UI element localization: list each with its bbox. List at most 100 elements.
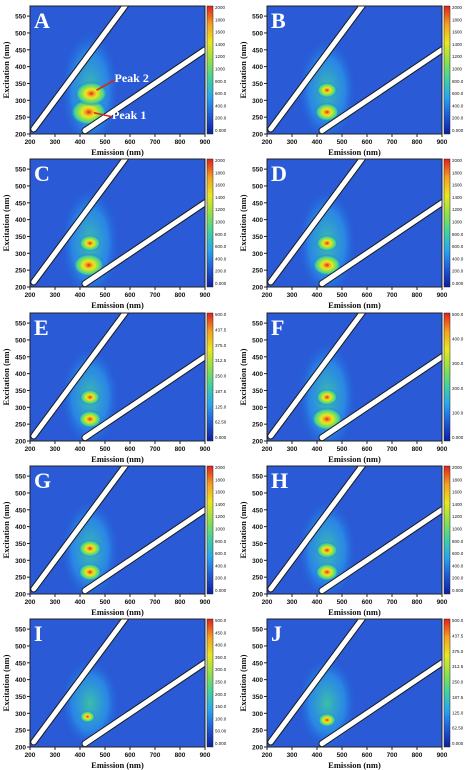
y-tick-label: 450 bbox=[15, 660, 26, 667]
colorbar-label: 1200 bbox=[215, 514, 226, 519]
x-axis-title: Emission (nm) bbox=[328, 760, 381, 770]
x-tick-label: 200 bbox=[262, 139, 273, 146]
annotation-arrow bbox=[93, 112, 113, 118]
y-tick-label: 500 bbox=[252, 183, 263, 190]
colorbar bbox=[443, 5, 451, 135]
x-tick-label: 200 bbox=[25, 446, 36, 453]
panel-letter: G bbox=[34, 468, 51, 493]
colorbar-label: 1200 bbox=[215, 207, 226, 212]
panel-letter: A bbox=[34, 8, 50, 33]
x-tick-label: 700 bbox=[387, 599, 398, 606]
scatter-band-second bbox=[82, 507, 205, 594]
plot-frame bbox=[29, 465, 206, 595]
y-tick-label: 200 bbox=[252, 285, 263, 292]
x-tick-label: 800 bbox=[412, 446, 423, 453]
colorbar-label: 200.0 bbox=[452, 386, 464, 391]
colorbar-label: 1000 bbox=[215, 527, 226, 532]
colorbar-label: 800.0 bbox=[215, 232, 227, 237]
colorbar-label: 400.0 bbox=[452, 256, 464, 261]
y-tick-label: 300 bbox=[15, 405, 26, 412]
x-axis-title: Emission (nm) bbox=[91, 147, 144, 157]
colorbar-label: 200.0 bbox=[215, 116, 227, 121]
x-tick-label: 500 bbox=[100, 139, 111, 146]
x-tick-label: 800 bbox=[412, 139, 423, 146]
colorbar bbox=[206, 618, 214, 748]
x-tick-label: 800 bbox=[175, 599, 186, 606]
y-tick-label: 350 bbox=[15, 694, 26, 701]
x-tick-label: 500 bbox=[337, 599, 348, 606]
y-tick-label: 200 bbox=[15, 285, 26, 292]
colorbar-label: 187.5 bbox=[215, 389, 227, 394]
x-tick-label: 500 bbox=[337, 292, 348, 299]
y-axis-title: Excitation (nm) bbox=[1, 654, 11, 711]
colorbar-label: 400.0 bbox=[215, 563, 227, 568]
x-tick-label: 600 bbox=[125, 752, 136, 759]
x-tick-label: 600 bbox=[362, 599, 373, 606]
colorbar-label: 1800 bbox=[215, 477, 226, 482]
colorbar bbox=[206, 465, 214, 595]
y-tick-label: 400 bbox=[15, 677, 26, 684]
x-tick-label: 400 bbox=[75, 599, 86, 606]
y-tick-label: 250 bbox=[15, 115, 26, 122]
x-tick-label: 500 bbox=[337, 752, 348, 759]
x-axis-title: Emission (nm) bbox=[328, 607, 381, 617]
y-tick-label: 300 bbox=[15, 711, 26, 718]
plot-frame bbox=[29, 158, 206, 288]
scatter-band-first bbox=[31, 313, 129, 439]
colorbar-label: 800.0 bbox=[215, 539, 227, 544]
y-tick-label: 550 bbox=[15, 627, 26, 634]
colorbar-label: 600.0 bbox=[215, 244, 227, 249]
x-tick-label: 200 bbox=[262, 599, 273, 606]
peak-1 bbox=[79, 710, 96, 723]
y-tick-label: 500 bbox=[15, 337, 26, 344]
colorbar-label: 2000 bbox=[452, 158, 463, 163]
panel-letter: C bbox=[34, 161, 50, 186]
y-tick-label: 350 bbox=[15, 234, 26, 241]
colorbar-label: 1600 bbox=[452, 183, 463, 188]
y-tick-label: 350 bbox=[15, 388, 26, 395]
y-tick-label: 450 bbox=[15, 200, 26, 207]
y-axis-title: Excitation (nm) bbox=[1, 348, 11, 405]
colorbar-label: 1200 bbox=[452, 514, 463, 519]
y-tick-label: 300 bbox=[252, 98, 263, 105]
colorbar-label: 1400 bbox=[215, 195, 226, 200]
colorbar-label: 1600 bbox=[215, 490, 226, 495]
y-tick-label: 200 bbox=[252, 132, 263, 139]
x-tick-label: 900 bbox=[200, 446, 211, 453]
peak-annotation: Peak 1 bbox=[112, 108, 146, 122]
x-tick-label: 500 bbox=[100, 292, 111, 299]
x-tick-label: 300 bbox=[50, 446, 61, 453]
colorbar-label: 1400 bbox=[452, 195, 463, 200]
colorbar-label: 437.5 bbox=[452, 633, 464, 638]
colorbar-label: 0.000 bbox=[215, 588, 227, 593]
x-tick-label: 300 bbox=[50, 599, 61, 606]
colorbar-label: 1000 bbox=[215, 220, 226, 225]
colorbar-label: 2000 bbox=[452, 5, 463, 10]
x-tick-label: 600 bbox=[125, 599, 136, 606]
colorbar-label: 1400 bbox=[215, 42, 226, 47]
peak-2 bbox=[316, 82, 338, 99]
y-tick-label: 400 bbox=[252, 677, 263, 684]
x-tick-label: 600 bbox=[125, 446, 136, 453]
colorbar-label: 1200 bbox=[452, 54, 463, 59]
colorbar-label: 800.0 bbox=[452, 79, 464, 84]
colorbar-label: 250.0 bbox=[452, 680, 464, 685]
colorbar-label: 800.0 bbox=[215, 79, 227, 84]
x-tick-label: 300 bbox=[287, 752, 298, 759]
eem-panel-h: H 200 300 400 500 600 700 800 900 200 250 300 350 400… bbox=[238, 465, 464, 617]
y-tick-label: 500 bbox=[252, 337, 263, 344]
y-tick-label: 250 bbox=[252, 115, 263, 122]
y-tick-label: 250 bbox=[15, 422, 26, 429]
scatter-band-second bbox=[82, 47, 205, 134]
scatter-band-first bbox=[31, 619, 129, 745]
colorbar bbox=[443, 312, 451, 442]
x-tick-label: 600 bbox=[362, 139, 373, 146]
peak-2 bbox=[315, 541, 339, 559]
colorbar-label: 1800 bbox=[452, 170, 463, 175]
colorbar-label: 375.0 bbox=[215, 343, 227, 348]
x-tick-label: 300 bbox=[287, 292, 298, 299]
x-tick-label: 900 bbox=[200, 752, 211, 759]
peak-1 bbox=[314, 102, 340, 122]
colorbar-label: 200.0 bbox=[215, 576, 227, 581]
peak-2 bbox=[74, 81, 109, 107]
